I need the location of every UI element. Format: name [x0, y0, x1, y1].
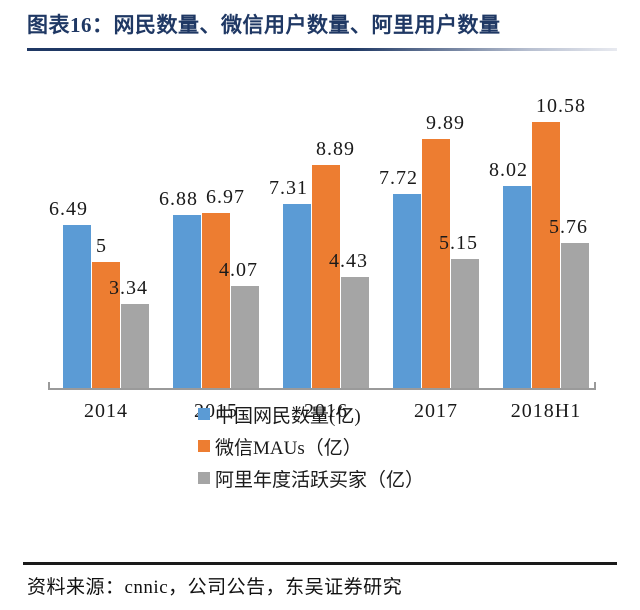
bar-group-2014: 6.49 5 3.34: [49, 52, 152, 388]
x-axis-right-cap: [594, 382, 596, 390]
bar-2014-series-0[interactable]: [63, 224, 91, 388]
data-label-2018H1-series-2: 5.76: [549, 216, 588, 239]
bar-group-2017: 7.72 9.89 5.15: [379, 52, 482, 388]
data-label-2018H1-series-1: 10.58: [536, 95, 586, 117]
bar-2015-series-1[interactable]: [202, 212, 230, 388]
data-label-2016-series-0: 7.31: [269, 177, 308, 200]
source-divider: [23, 562, 617, 565]
x-axis-line: [48, 388, 596, 390]
legend-swatch-icon-1: [198, 440, 210, 452]
data-label-2014-series-0: 6.49: [49, 197, 88, 220]
bar-group-2016: 7.31 8.89 4.43: [269, 52, 372, 388]
data-label-2017-series-2: 5.15: [439, 231, 478, 254]
source-note: 资料来源：cnnic，公司公告，东吴证券研究: [27, 577, 403, 598]
legend-label-0: 中国网民数量(亿): [215, 405, 361, 427]
bar-2016-series-1[interactable]: [312, 164, 340, 388]
data-label-2016-series-1: 8.89: [316, 137, 355, 160]
bar-2017-series-2[interactable]: [451, 258, 479, 388]
legend-item-1[interactable]: 微信MAUs（亿）: [198, 430, 362, 462]
chart-header: 图表16：网民数量、微信用户数量、阿里用户数量: [0, 0, 640, 52]
data-label-2018H1-series-0: 8.02: [489, 159, 528, 182]
x-axis-label-2014: 2014: [84, 400, 128, 422]
data-label-2015-series-1: 6.97: [206, 185, 245, 208]
bar-2015-series-0[interactable]: [173, 215, 201, 388]
data-label-2014-series-2: 3.34: [109, 277, 148, 300]
bar-2018H1-series-2[interactable]: [561, 243, 589, 388]
bar-2016-series-0[interactable]: [283, 204, 311, 388]
bar-2017-series-1[interactable]: [422, 139, 450, 388]
x-axis-label-2018H1: 2018H1: [510, 400, 582, 422]
bar-2016-series-2[interactable]: [341, 276, 369, 388]
bar-2014-series-2[interactable]: [121, 304, 149, 388]
bar-2015-series-2[interactable]: [231, 285, 259, 388]
x-axis-left-cap: [48, 382, 50, 390]
data-label-2014-series-1: 5: [96, 235, 107, 258]
data-label-2017-series-1: 9.89: [426, 112, 465, 135]
title-divider: [27, 48, 617, 51]
data-label-2017-series-0: 7.72: [379, 166, 418, 189]
bar-group-2018H1: 8.02 10.58 5.76: [489, 52, 592, 388]
bar-group-2015: 6.88 6.97 4.07: [159, 52, 262, 388]
x-axis-label-2016: 2016: [304, 400, 348, 422]
legend-swatch-icon-2: [198, 472, 210, 484]
legend-item-0[interactable]: 中国网民数量(亿): [198, 398, 361, 430]
bar-chart: 6.49 5 3.34 6.88 6.97 4.07 7.31 8.89 4.43 7.72 9.8…: [0, 52, 640, 552]
page-title: 图表16：网民数量、微信用户数量、阿里用户数量: [27, 13, 501, 37]
x-axis-label-2017: 2017: [414, 400, 458, 422]
data-label-2015-series-2: 4.07: [219, 258, 258, 281]
data-label-2016-series-2: 4.43: [329, 249, 368, 272]
bar-2018H1-series-1[interactable]: [532, 122, 560, 388]
legend-swatch-icon-0: [198, 408, 210, 420]
bar-2014-series-1[interactable]: [92, 262, 120, 388]
legend-label-1: 微信MAUs（亿）: [215, 437, 362, 459]
chart-legend: 中国网民数量(亿) 微信MAUs（亿） 阿里年度活跃买家（亿）: [0, 398, 640, 498]
bar-2018H1-series-0[interactable]: [503, 186, 531, 388]
data-label-2015-series-0: 6.88: [159, 188, 198, 211]
legend-item-2[interactable]: 阿里年度活跃买家（亿）: [198, 462, 424, 494]
plot-area: 6.49 5 3.34 6.88 6.97 4.07 7.31 8.89 4.43 7.72 9.8…: [48, 52, 596, 388]
legend-label-2: 阿里年度活跃买家（亿）: [215, 469, 425, 491]
bar-2017-series-0[interactable]: [393, 193, 421, 388]
